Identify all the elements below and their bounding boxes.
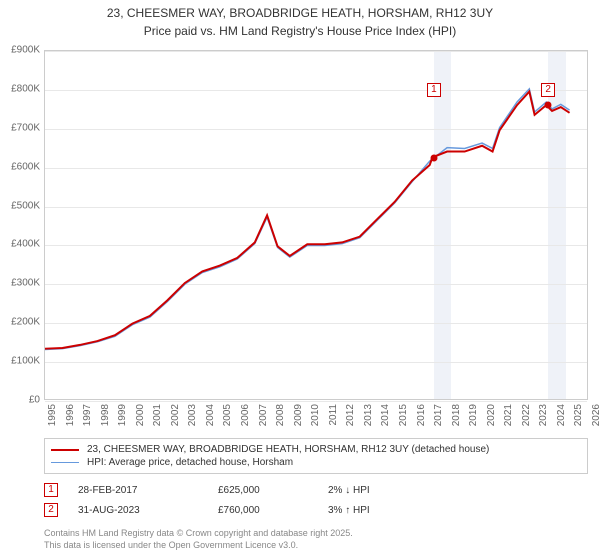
data-row-hpi-2: 3% ↑ HPI bbox=[328, 505, 448, 516]
legend-item-hpi: HPI: Average price, detached house, Hors… bbox=[51, 456, 581, 469]
data-row-2: 2 31-AUG-2023 £760,000 3% ↑ HPI bbox=[44, 500, 588, 520]
xtick-label: 2024 bbox=[556, 404, 567, 426]
data-row-price-1: £625,000 bbox=[218, 485, 328, 496]
series-line-hpi bbox=[45, 89, 570, 350]
legend-label-1: 23, CHEESMER WAY, BROADBRIDGE HEATH, HOR… bbox=[87, 444, 489, 455]
data-row-1: 1 28-FEB-2017 £625,000 2% ↓ HPI bbox=[44, 480, 588, 500]
xtick-label: 2006 bbox=[240, 404, 251, 426]
data-row-hpi-1: 2% ↓ HPI bbox=[328, 485, 448, 496]
xtick-label: 2016 bbox=[416, 404, 427, 426]
data-row-price-2: £760,000 bbox=[218, 505, 328, 516]
ytick-label: £300K bbox=[0, 278, 40, 289]
data-row-marker-1: 1 bbox=[44, 483, 58, 497]
xtick-label: 2008 bbox=[275, 404, 286, 426]
ytick-label: £100K bbox=[0, 356, 40, 367]
chart-container: 23, CHEESMER WAY, BROADBRIDGE HEATH, HOR… bbox=[0, 0, 600, 560]
data-row-marker-2: 2 bbox=[44, 503, 58, 517]
xtick-label: 2005 bbox=[222, 404, 233, 426]
ytick-label: £500K bbox=[0, 200, 40, 211]
ytick-label: £900K bbox=[0, 45, 40, 56]
xtick-label: 2001 bbox=[152, 404, 163, 426]
marker-label: 1 bbox=[427, 83, 441, 97]
xtick-label: 2000 bbox=[135, 404, 146, 426]
xtick-label: 1998 bbox=[100, 404, 111, 426]
xtick-label: 2010 bbox=[310, 404, 321, 426]
xtick-label: 2002 bbox=[170, 404, 181, 426]
ytick-label: £800K bbox=[0, 83, 40, 94]
legend-label-2: HPI: Average price, detached house, Hors… bbox=[87, 457, 293, 468]
ytick-label: £200K bbox=[0, 317, 40, 328]
xtick-label: 2009 bbox=[293, 404, 304, 426]
marker-label: 2 bbox=[541, 83, 555, 97]
xtick-label: 2021 bbox=[503, 404, 514, 426]
data-row-date-2: 31-AUG-2023 bbox=[78, 505, 218, 516]
xtick-label: 2017 bbox=[433, 404, 444, 426]
xtick-label: 2003 bbox=[187, 404, 198, 426]
data-row-date-1: 28-FEB-2017 bbox=[78, 485, 218, 496]
xtick-label: 2014 bbox=[380, 404, 391, 426]
legend-swatch-red bbox=[51, 449, 79, 451]
xtick-label: 2020 bbox=[486, 404, 497, 426]
xtick-label: 1997 bbox=[82, 404, 93, 426]
gridline bbox=[45, 401, 587, 402]
plot-area: 12 bbox=[44, 50, 588, 400]
attribution-line2: This data is licensed under the Open Gov… bbox=[44, 540, 353, 552]
xtick-label: 2015 bbox=[398, 404, 409, 426]
marker-dot bbox=[545, 102, 552, 109]
legend-item-price-paid: 23, CHEESMER WAY, BROADBRIDGE HEATH, HOR… bbox=[51, 443, 581, 456]
legend: 23, CHEESMER WAY, BROADBRIDGE HEATH, HOR… bbox=[44, 438, 588, 474]
chart-title-line1: 23, CHEESMER WAY, BROADBRIDGE HEATH, HOR… bbox=[0, 0, 600, 24]
xtick-label: 2004 bbox=[205, 404, 216, 426]
chart-title-line2: Price paid vs. HM Land Registry's House … bbox=[0, 24, 600, 44]
ytick-label: £600K bbox=[0, 161, 40, 172]
xtick-label: 2012 bbox=[345, 404, 356, 426]
xtick-label: 1996 bbox=[65, 404, 76, 426]
series-line-price_paid bbox=[45, 92, 570, 349]
xtick-label: 2025 bbox=[573, 404, 584, 426]
xtick-label: 2022 bbox=[521, 404, 532, 426]
xtick-label: 2013 bbox=[363, 404, 374, 426]
ytick-label: £400K bbox=[0, 239, 40, 250]
xtick-label: 2026 bbox=[591, 404, 600, 426]
xtick-label: 1995 bbox=[47, 404, 58, 426]
attribution: Contains HM Land Registry data © Crown c… bbox=[44, 528, 353, 551]
data-table: 1 28-FEB-2017 £625,000 2% ↓ HPI 2 31-AUG… bbox=[44, 480, 588, 520]
marker-dot bbox=[430, 154, 437, 161]
attribution-line1: Contains HM Land Registry data © Crown c… bbox=[44, 528, 353, 540]
xtick-label: 2023 bbox=[538, 404, 549, 426]
legend-swatch-blue bbox=[51, 462, 79, 463]
ytick-label: £0 bbox=[0, 395, 40, 406]
xtick-label: 2011 bbox=[328, 404, 339, 426]
xtick-label: 1999 bbox=[117, 404, 128, 426]
ytick-label: £700K bbox=[0, 122, 40, 133]
xtick-label: 2007 bbox=[258, 404, 269, 426]
xtick-label: 2018 bbox=[451, 404, 462, 426]
xtick-label: 2019 bbox=[468, 404, 479, 426]
